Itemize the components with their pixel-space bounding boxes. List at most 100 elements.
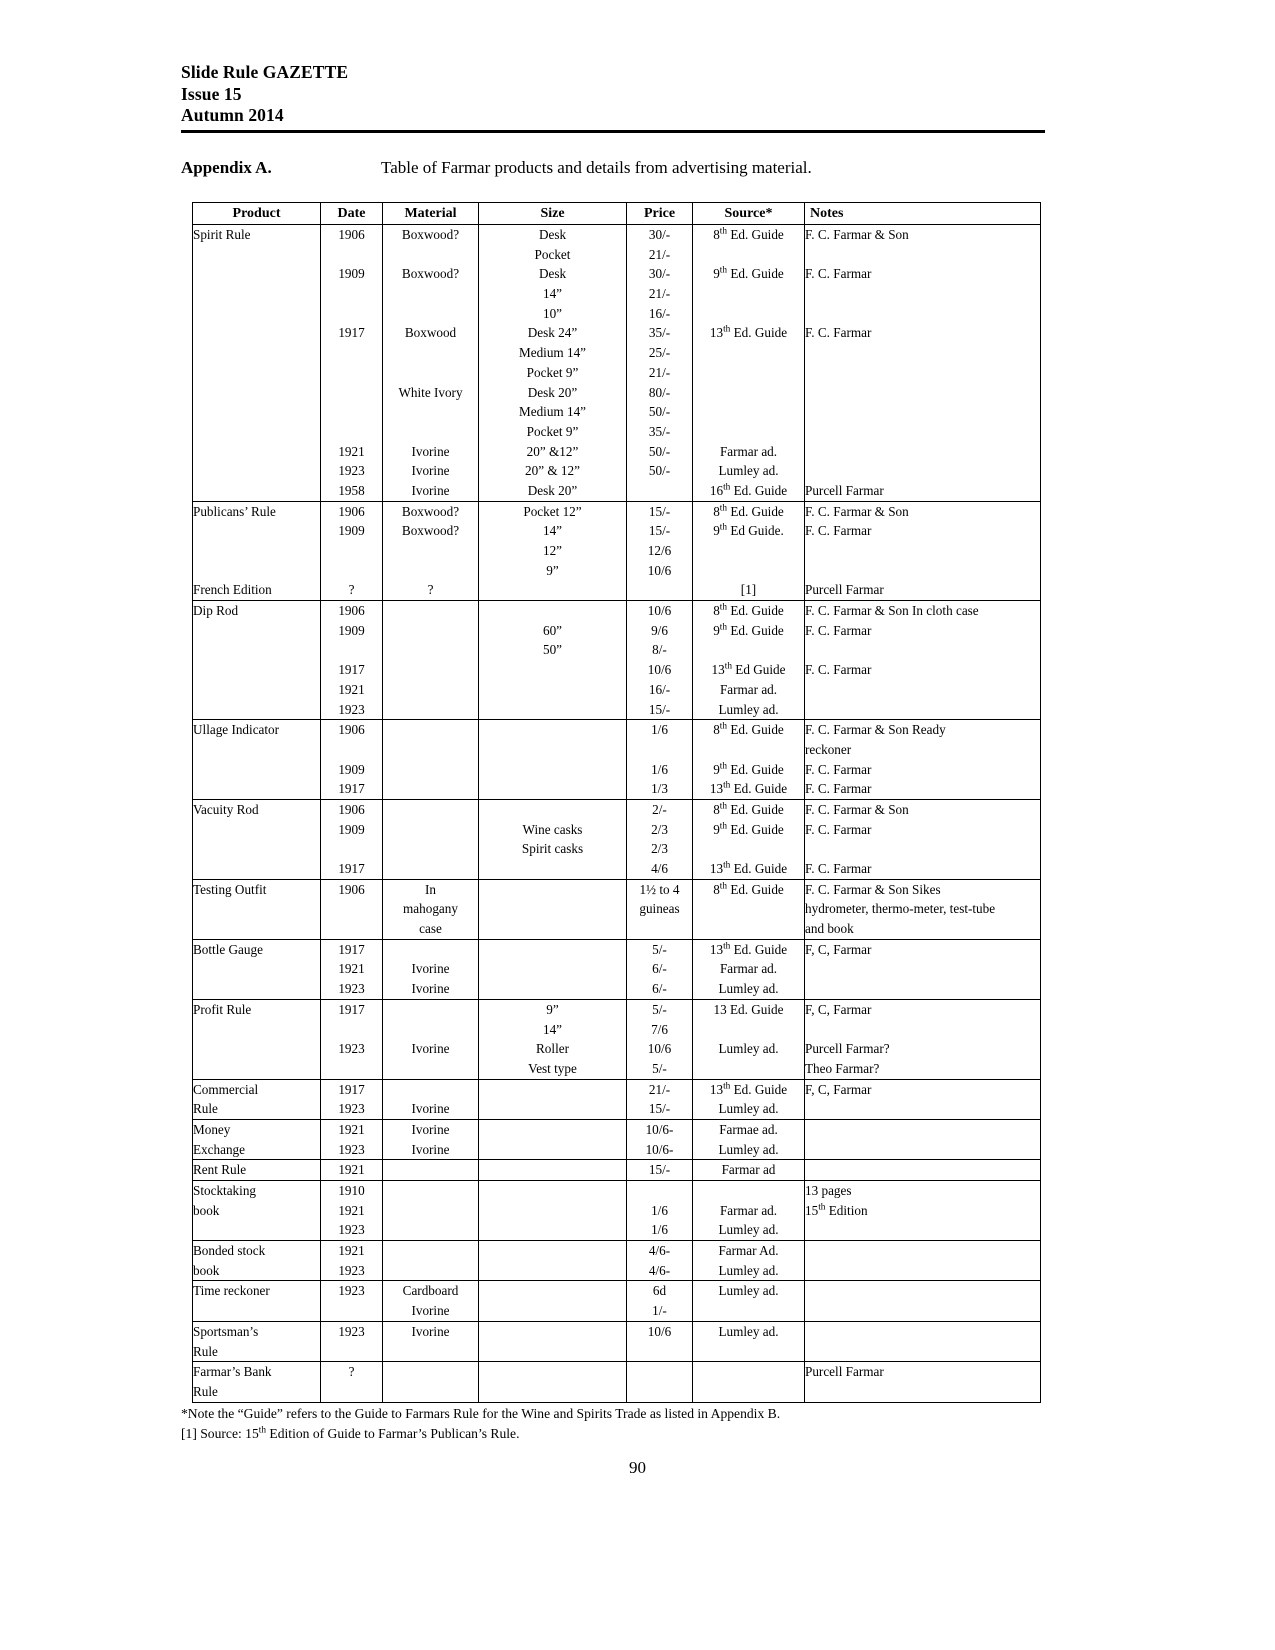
cell-line: 14” [542,286,563,302]
cell-line: F, C, Farmar [805,1001,872,1017]
cell-line: 10/6 [647,662,672,678]
cell-line: Roller [536,1041,569,1057]
cell-line [383,1261,478,1281]
cell-line [383,660,478,680]
table-row: Sportsman’s Rule 1923 Ivorine 10/6 Lumley … [192,1320,1041,1363]
cell-source: 8th Ed. Guide 9th Ed. Guide 13th Ed. Gui… [692,224,805,502]
cell-date: 1910 1921 1923 [320,1179,383,1242]
cell-line [479,880,626,900]
cell-size [478,1179,627,1242]
cell-line [383,1000,478,1020]
cell-line: 9th Ed. Guide [713,265,784,282]
cell-line [193,304,320,324]
cell-line: 14” [542,523,563,539]
cell-product: Rent Rule [192,1159,321,1181]
cell-line: 30/- [648,266,671,282]
cell-source: Farmar ad. Lumley ad. [692,1179,805,1242]
cell-line: Boxwood? [401,227,460,242]
cell-line [479,601,626,621]
cell-line [479,1322,626,1342]
table-row: Publicans’ Rule French Edition 1906 1909 ?… [192,500,1041,602]
cell-material: Ivorine Ivorine [382,938,479,1000]
cell-line [805,839,1040,859]
cell-line [805,284,1040,304]
masthead-divider [181,129,1045,133]
masthead-issue: Issue 15 [181,83,242,104]
cell-line [805,304,1040,324]
cell-line: 9” [546,1001,559,1017]
cell-notes [804,1240,1041,1282]
cell-line: 1923 [338,1141,365,1157]
cell-line: Ivorine [411,463,450,479]
cell-product: Farmar’s Bank Rule [192,1361,321,1403]
cell-notes: F. C. Farmar & Son F. C. Farmar F. C. Fa… [804,224,1041,502]
cell-line: 1906 [338,603,365,619]
cell-line [383,343,478,363]
cell-line: F. C. Farmar & Son Ready [805,722,946,738]
cell-size: 60” 50” [478,600,627,721]
cell-line [805,402,1040,422]
cell-line [627,1181,692,1201]
cell-material: Ivorine Ivorine [382,1118,479,1161]
cell-line: F. C. Farmar & Son [805,503,909,519]
cell-line: 1923 [338,463,365,479]
cell-line: Farmar ad. [719,1202,778,1218]
cell-line [479,1099,626,1119]
cell-line: 9” [546,562,559,578]
cell-line: Boxwood? [401,503,460,519]
cell-line: White Ivory [398,384,463,400]
cell-line: Ivorine [411,1303,450,1319]
cell-line [693,363,804,383]
cell-material [382,1361,479,1403]
cell-line: Ivorine [411,1141,450,1157]
cell-line [805,1220,1040,1240]
table-row: Spirit Rule 1906 1909 1917 1921 1923 1958 B… [192,224,1041,502]
cell-line [805,1241,1040,1261]
cell-line: Purcell Farmar [805,482,884,498]
cell-line: 1917 [338,662,365,678]
column-header-notes: Notes [804,202,1041,225]
cell-line: Farmar’s Bank [193,1364,272,1380]
cell-source: Farmar Ad. Lumley ad. [692,1240,805,1282]
cell-line [479,1241,626,1261]
cell-date: 1921 1923 [320,1240,383,1282]
cell-line [193,363,320,383]
cell-product: Stocktaking book [192,1179,321,1242]
cell-line [805,1281,1040,1301]
cell-line: 9th Ed. Guide [713,761,784,777]
cell-line [693,561,804,581]
cell-date: 1906 1909 1917 [320,719,383,800]
cell-line [479,899,626,919]
cell-line: 50/- [648,443,671,459]
appendix-label: Appendix A. [181,158,272,177]
cell-line [805,1301,1040,1321]
cell-date: 1923 [320,1280,383,1322]
cell-line [321,402,382,422]
products-table-container: Product Date Material Size Price Source*… [192,202,1041,1403]
ordinal-suffix: th [818,1202,826,1213]
cell-line: F. C. Farmar [805,861,872,876]
cell-line: 1923 [338,701,365,717]
cell-line: 13th Ed. Guide [709,780,788,797]
cell-line: 6d [652,1283,667,1299]
cell-line: 1909 [338,622,365,638]
cell-notes: F, C, Farmar [804,1078,1041,1120]
cell-notes: F. C. Farmar & Son In cloth case F. C. Fa… [804,600,1041,721]
cell-line [383,1160,478,1180]
cell-line: case [419,921,442,937]
farmar-products-table: Product Date Material Size Price Source*… [192,202,1041,1403]
cell-line: 9th Ed. Guide [713,821,784,837]
cell-line: 2/3 [651,841,668,857]
cell-line: Exchange [193,1141,245,1157]
page-number: 90 [629,1458,646,1477]
ordinal-suffix: th [723,860,731,871]
table-body: Spirit Rule 1906 1909 1917 1921 1923 1958 B… [192,224,1041,1403]
cell-line: Ivorine [411,482,450,498]
cell-line: 80/- [648,384,671,400]
cell-material [382,1159,479,1181]
cell-size [478,1361,627,1403]
cell-line: 4/6- [648,1243,671,1259]
cell-line: 10/6 [647,1041,672,1057]
cell-line [321,1342,382,1362]
cell-line: Theo Farmar? [805,1060,880,1076]
